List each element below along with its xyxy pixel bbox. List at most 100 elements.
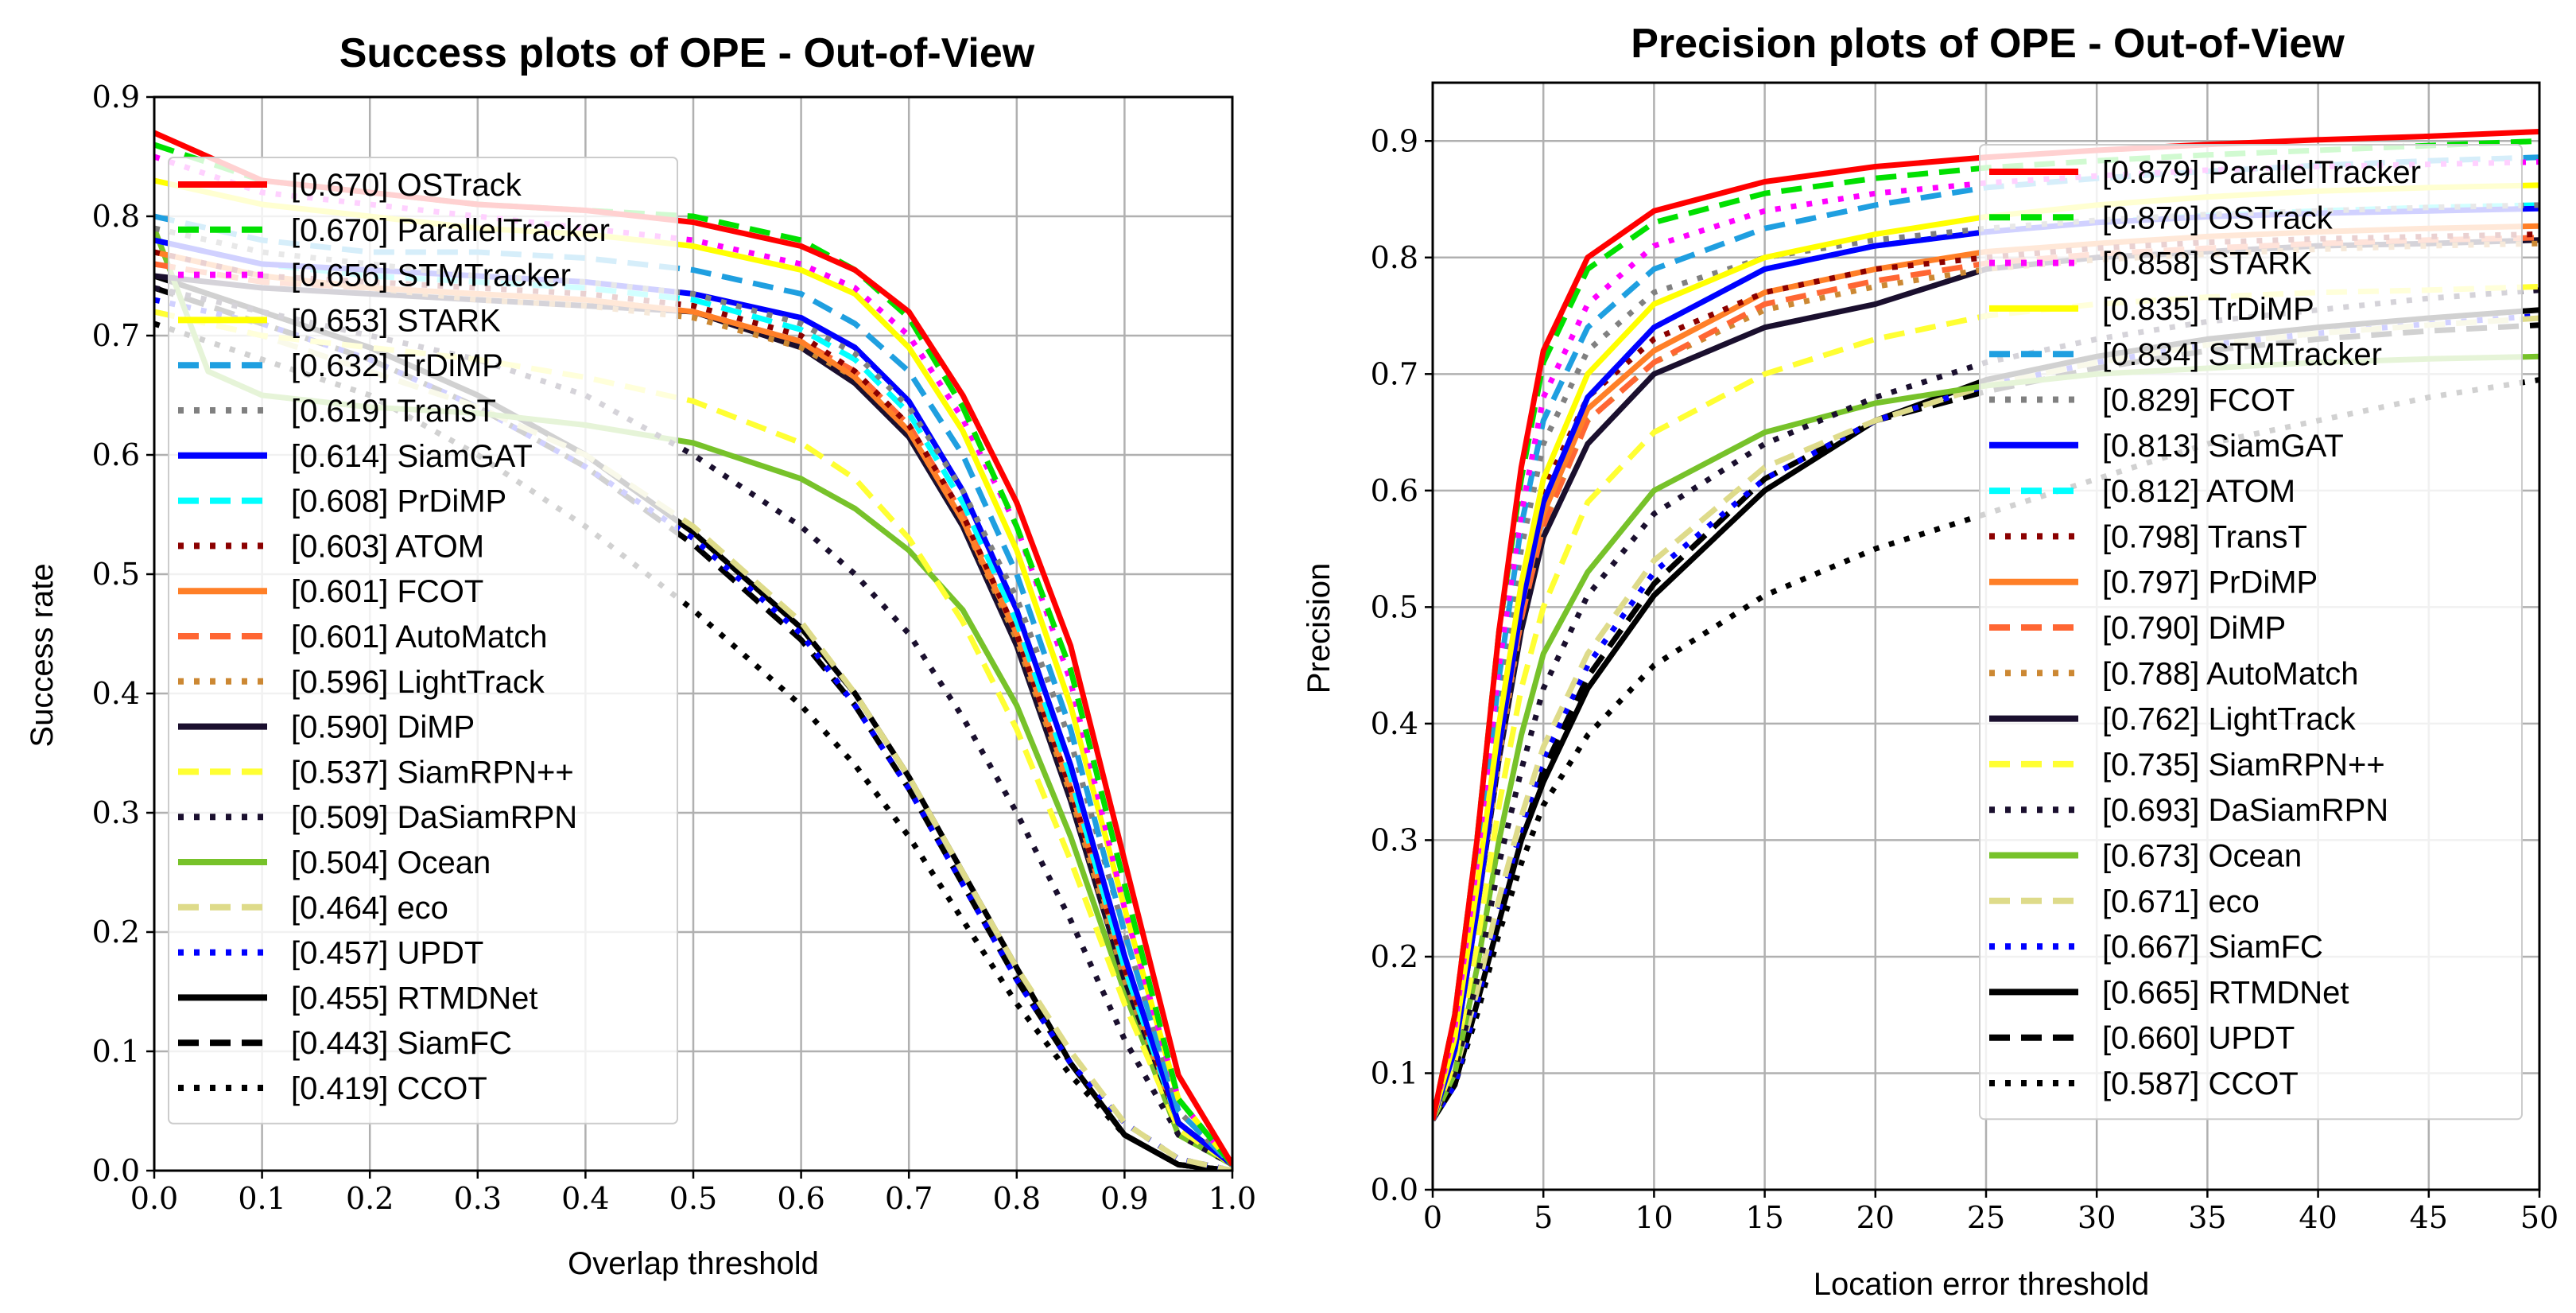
x-tick-label: 40	[2299, 1200, 2337, 1235]
chart-title: Precision plots of OPE - Out-of-View	[1631, 21, 2345, 67]
x-tick-label: 15	[1745, 1200, 1783, 1235]
series-line	[1433, 231, 2539, 1121]
x-tick-label: 0.3	[454, 1181, 502, 1216]
legend-label: [0.797] PrDiMP	[2102, 565, 2318, 600]
success-plot: Success plots of OPE - Out-of-View Overl…	[25, 30, 1256, 1281]
legend-label: [0.835] TrDiMP	[2102, 292, 2314, 327]
y-tick-label: 0.0	[92, 1153, 140, 1188]
x-tick-label: 0	[1423, 1200, 1442, 1235]
y-tick-label: 0.8	[92, 199, 140, 234]
ticks: 0.0 0.1 0.2 0.3 0.4 0.5 0.6 0.7 0.8 0.9 1.0 0.0 0.1 0…	[92, 80, 1257, 1216]
legend-label: [0.670] ParallelTracker	[291, 213, 610, 248]
x-tick-label: 0.2	[346, 1181, 394, 1216]
legend-label: [0.693] DaSiamRPN	[2102, 793, 2388, 828]
x-axis-label: Location error threshold	[1814, 1267, 2149, 1302]
y-tick-label: 0.7	[92, 318, 140, 353]
y-tick-label: 0.9	[92, 80, 140, 115]
legend-label: [0.798] TransT	[2102, 519, 2307, 554]
y-tick-label: 0.6	[92, 437, 140, 472]
legend-label: [0.603] ATOM	[291, 529, 484, 564]
series-line	[1433, 129, 2539, 1121]
plot-frame	[1431, 81, 2541, 1191]
x-tick-label: 20	[1856, 1200, 1895, 1235]
x-tick-label: 30	[2077, 1200, 2116, 1235]
legend-label: [0.790] DiMP	[2102, 611, 2286, 646]
x-tick-label: 5	[1534, 1200, 1553, 1235]
series-line	[1433, 315, 2539, 1121]
legend-label: [0.762] LightTrack	[2102, 702, 2357, 737]
legend-label: [0.879] ParallelTracker	[2102, 155, 2421, 190]
y-tick-label: 0.5	[1371, 589, 1418, 624]
legend-label: [0.601] FCOT	[291, 574, 483, 609]
legend-label: [0.858] STARK	[2102, 247, 2312, 282]
legend-label: [0.671] eco	[2102, 884, 2260, 919]
legend-label: [0.619] TransT	[291, 394, 496, 429]
legend-label: [0.670] OSTrack	[291, 168, 522, 203]
series-line	[154, 249, 1232, 1167]
x-tick-label: 35	[2188, 1200, 2226, 1235]
y-tick-label: 0.0	[1371, 1172, 1418, 1207]
legend-label: [0.509] DaSiamRPN	[291, 800, 577, 835]
y-axis-label: Precision	[1302, 563, 1336, 694]
legend-label: [0.735] SiamRPN++	[2102, 748, 2385, 783]
x-tick-label: 45	[2410, 1200, 2448, 1235]
x-tick-label: 50	[2520, 1200, 2559, 1235]
y-tick-label: 0.1	[1371, 1055, 1418, 1090]
x-tick-label: 0.6	[777, 1181, 824, 1216]
legend-label: [0.504] Ocean	[291, 845, 491, 880]
legend-label: [0.673] Ocean	[2102, 839, 2302, 874]
legend-label: [0.587] CCOT	[2102, 1066, 2299, 1101]
chart-title: Success plots of OPE - Out-of-View	[339, 30, 1035, 76]
y-tick-label: 0.2	[1371, 939, 1418, 974]
y-tick-label: 0.2	[92, 915, 140, 950]
legend: [0.670] OSTrack [0.670] ParallelTracker [0…	[168, 157, 678, 1125]
legend-label: [0.834] STMTracker	[2102, 337, 2382, 372]
plot-frame	[153, 95, 1234, 1172]
y-tick-label: 0.9	[1371, 123, 1418, 158]
precision-plot: Precision plots of OPE - Out-of-View Loc…	[1302, 21, 2559, 1302]
x-tick-label: 0.9	[1100, 1181, 1148, 1216]
legend-label: [0.653] STARK	[291, 303, 501, 338]
legend-label: [0.656] STMTracker	[291, 258, 571, 293]
x-tick-label: 0.7	[885, 1181, 933, 1216]
legend-box	[168, 157, 678, 1125]
legend-label: [0.590] DiMP	[291, 710, 475, 745]
ticks: 0 5 10 15 20 25 30 35 40 45 50 0.0 0.1 0.2 0.3 0.4 0.5 0.…	[1371, 123, 2559, 1235]
legend-label: [0.812] ATOM	[2102, 474, 2295, 509]
legend-label: [0.870] OSTrack	[2102, 200, 2334, 235]
y-tick-label: 0.8	[1371, 240, 1418, 275]
legend-label: [0.537] SiamRPN++	[291, 755, 574, 790]
x-tick-label: 10	[1635, 1200, 1673, 1235]
legend-label: [0.464] eco	[291, 891, 448, 926]
legend-label: [0.667] SiamFC	[2102, 930, 2323, 965]
y-tick-label: 0.7	[1371, 356, 1418, 391]
y-tick-label: 0.4	[1371, 706, 1418, 741]
legend-label: [0.614] SiamGAT	[291, 439, 533, 474]
x-tick-label: 0.1	[238, 1181, 285, 1216]
y-tick-label: 0.1	[92, 1034, 140, 1069]
y-tick-label: 0.3	[1371, 822, 1418, 857]
series-line	[154, 297, 1232, 1171]
x-tick-label: 0.8	[993, 1181, 1041, 1216]
x-tick-label: 0.5	[669, 1181, 717, 1216]
legend-label: [0.601] AutoMatch	[291, 620, 547, 655]
y-tick-label: 0.3	[92, 795, 140, 830]
y-tick-label: 0.5	[92, 557, 140, 592]
legend-label: [0.608] PrDiMP	[291, 484, 506, 519]
legend-label: [0.632] TrDiMP	[291, 348, 503, 383]
y-tick-label: 0.6	[1371, 473, 1418, 508]
legend: [0.879] ParallelTracker [0.870] OSTrack [0…	[1979, 144, 2523, 1121]
y-axis-label: Success rate	[25, 563, 60, 747]
x-tick-label: 0.0	[130, 1181, 178, 1216]
legend-label: [0.660] UPDT	[2102, 1021, 2295, 1056]
x-tick-label: 0.4	[561, 1181, 609, 1216]
legend-box	[1979, 144, 2523, 1121]
legend-label: [0.665] RTMDNet	[2102, 975, 2349, 1010]
legend-label: [0.443] SiamFC	[291, 1026, 512, 1061]
legend-label: [0.455] RTMDNet	[291, 981, 538, 1016]
series-line	[1433, 313, 2539, 1121]
y-tick-label: 0.4	[92, 676, 140, 711]
legend-label: [0.457] UPDT	[291, 936, 483, 971]
legend-label: [0.596] LightTrack	[291, 665, 545, 700]
